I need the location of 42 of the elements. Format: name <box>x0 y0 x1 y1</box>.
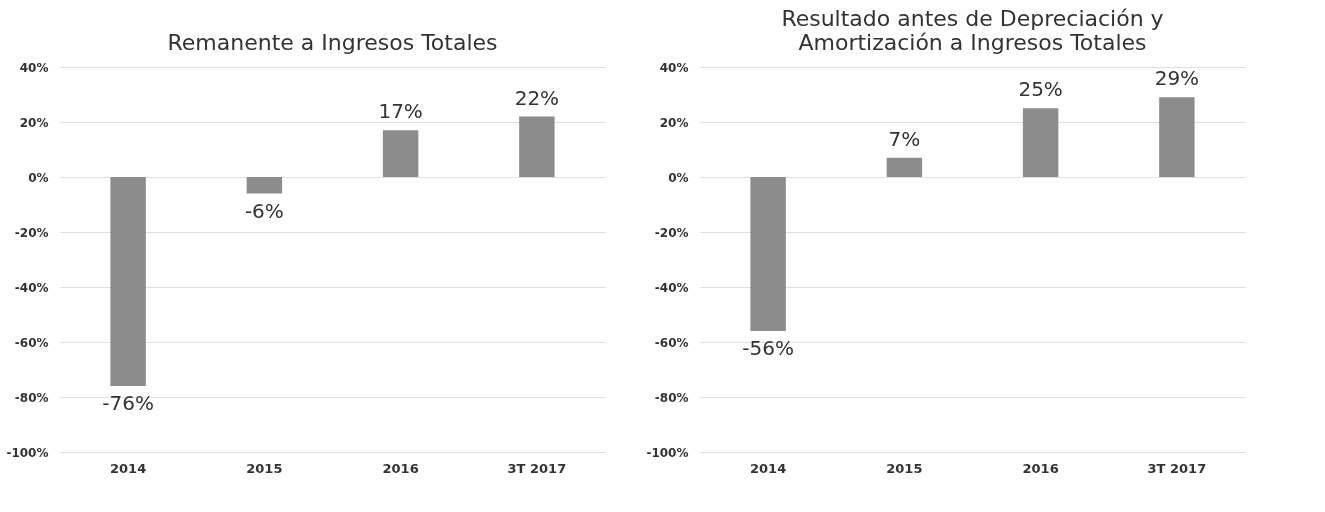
bar <box>382 130 419 177</box>
y-tick-label: -100% <box>6 445 49 460</box>
x-tick-label: 3T 2017 <box>507 460 567 476</box>
chart-title: Remanente a Ingresos Totales <box>167 30 498 55</box>
bar <box>1159 97 1195 177</box>
data-label: -6% <box>244 198 284 223</box>
y-tick-label: -40% <box>14 280 49 295</box>
y-tick-label: 40% <box>659 60 689 75</box>
x-tick-label: 2016 <box>382 460 419 476</box>
y-tick-label: 40% <box>19 60 49 75</box>
bar <box>519 116 555 177</box>
chart-title: Resultado antes de Depreciación y Amortización a Ingresos Totales <box>781 6 1164 55</box>
data-label: 17% <box>378 99 423 124</box>
y-tick-label: -40% <box>654 280 689 295</box>
x-tick-label: 2015 <box>246 460 283 476</box>
y-tick-label: -20% <box>654 225 689 240</box>
x-tick-label: 2016 <box>1022 460 1059 476</box>
y-tick-label: 20% <box>659 115 689 130</box>
x-tick-label: 3T 2017 <box>1147 460 1207 476</box>
bar <box>886 157 923 177</box>
x-tick-label: 2015 <box>886 460 923 476</box>
data-label: -56% <box>742 336 794 360</box>
y-tick-label: -60% <box>14 335 49 350</box>
data-label: 7% <box>888 126 921 151</box>
data-label: -76% <box>102 391 154 415</box>
y-tick-label: 20% <box>19 115 49 130</box>
data-label: 22% <box>514 85 560 110</box>
y-tick-label: -80% <box>654 390 689 405</box>
y-tick-label: -60% <box>654 335 689 350</box>
y-tick-label: 0% <box>28 170 49 185</box>
bar <box>1022 108 1059 177</box>
x-tick-label: 2014 <box>110 460 147 476</box>
x-tick-label: 2014 <box>750 460 787 476</box>
data-label: 29% <box>1154 66 1200 91</box>
data-label: 25% <box>1018 77 1063 102</box>
y-tick-label: -80% <box>14 390 49 405</box>
bar <box>750 177 786 331</box>
y-tick-label: 0% <box>668 170 689 185</box>
y-tick-label: -20% <box>14 225 49 240</box>
bar <box>246 177 283 194</box>
bar <box>110 177 146 386</box>
y-tick-label: -100% <box>646 445 689 460</box>
